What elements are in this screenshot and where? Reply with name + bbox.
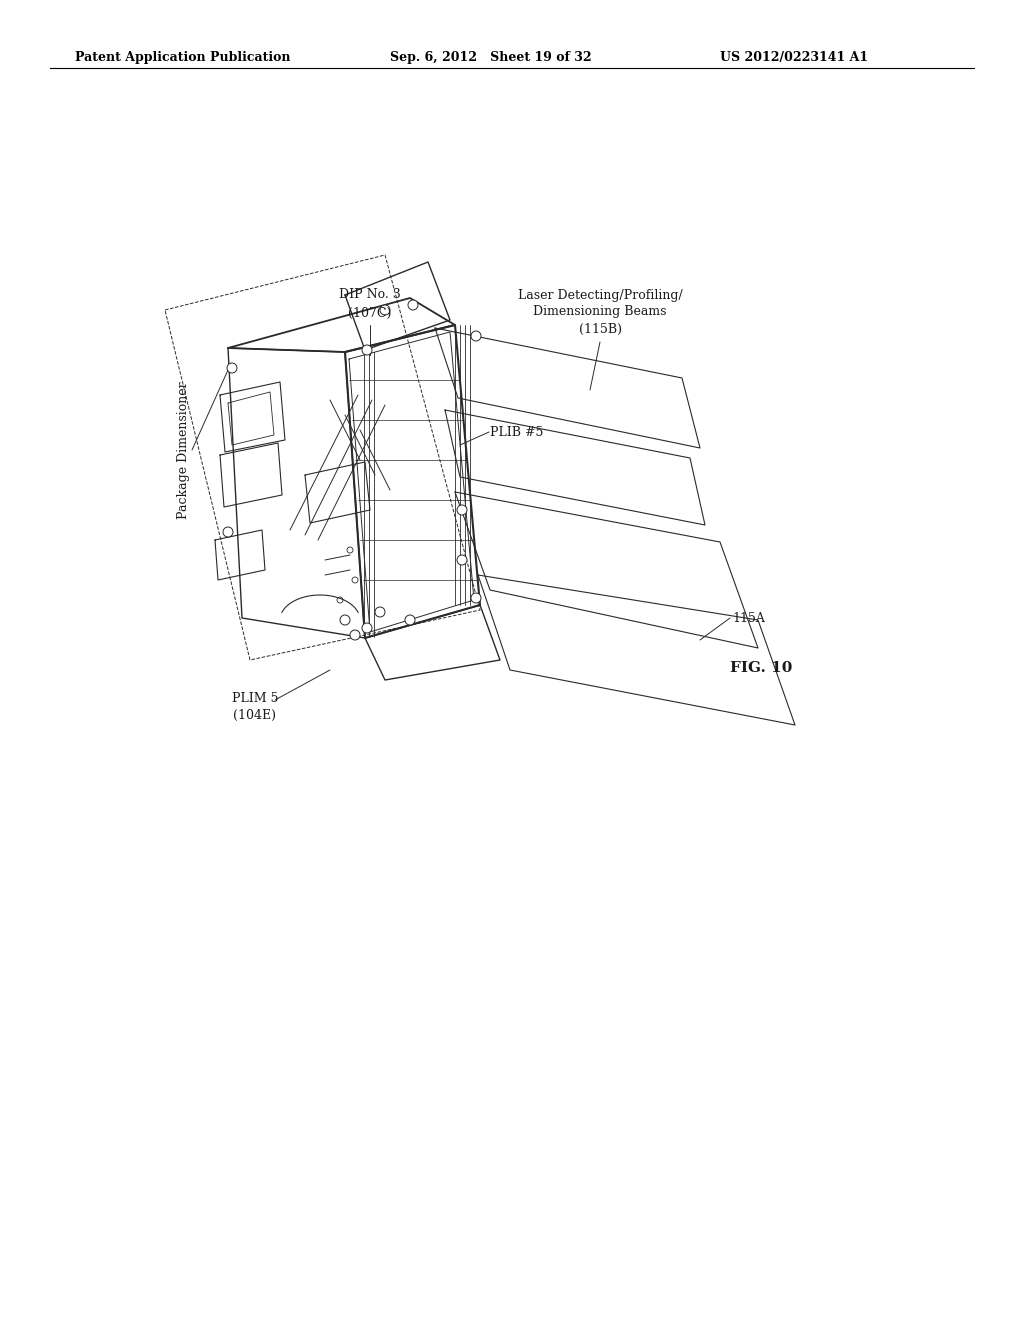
Text: Laser Detecting/Profiling/: Laser Detecting/Profiling/	[517, 289, 682, 301]
Circle shape	[362, 345, 372, 355]
Circle shape	[362, 623, 372, 634]
Text: Sep. 6, 2012   Sheet 19 of 32: Sep. 6, 2012 Sheet 19 of 32	[390, 50, 592, 63]
Text: US 2012/0223141 A1: US 2012/0223141 A1	[720, 50, 868, 63]
Text: Dimensioning Beams: Dimensioning Beams	[534, 305, 667, 318]
Circle shape	[352, 577, 358, 583]
Circle shape	[223, 527, 233, 537]
Circle shape	[337, 597, 343, 603]
Circle shape	[380, 305, 390, 315]
Text: (115B): (115B)	[579, 322, 622, 335]
Circle shape	[457, 506, 467, 515]
Circle shape	[347, 546, 353, 553]
Text: Patent Application Publication: Patent Application Publication	[75, 50, 291, 63]
Circle shape	[408, 300, 418, 310]
Text: (104E): (104E)	[233, 709, 276, 722]
Text: PLIM 5: PLIM 5	[231, 692, 279, 705]
Circle shape	[471, 593, 481, 603]
Circle shape	[340, 615, 350, 624]
Text: PLIB #5: PLIB #5	[490, 425, 544, 438]
Text: DIP No. 3: DIP No. 3	[339, 289, 400, 301]
Circle shape	[375, 607, 385, 616]
Circle shape	[471, 331, 481, 341]
Text: Package Dimensioner: Package Dimensioner	[176, 381, 189, 519]
Text: 115A: 115A	[732, 611, 765, 624]
Circle shape	[227, 363, 237, 374]
Circle shape	[350, 630, 360, 640]
Circle shape	[457, 554, 467, 565]
Circle shape	[406, 615, 415, 624]
Text: (107C): (107C)	[348, 306, 392, 319]
Text: FIG. 10: FIG. 10	[730, 661, 793, 675]
